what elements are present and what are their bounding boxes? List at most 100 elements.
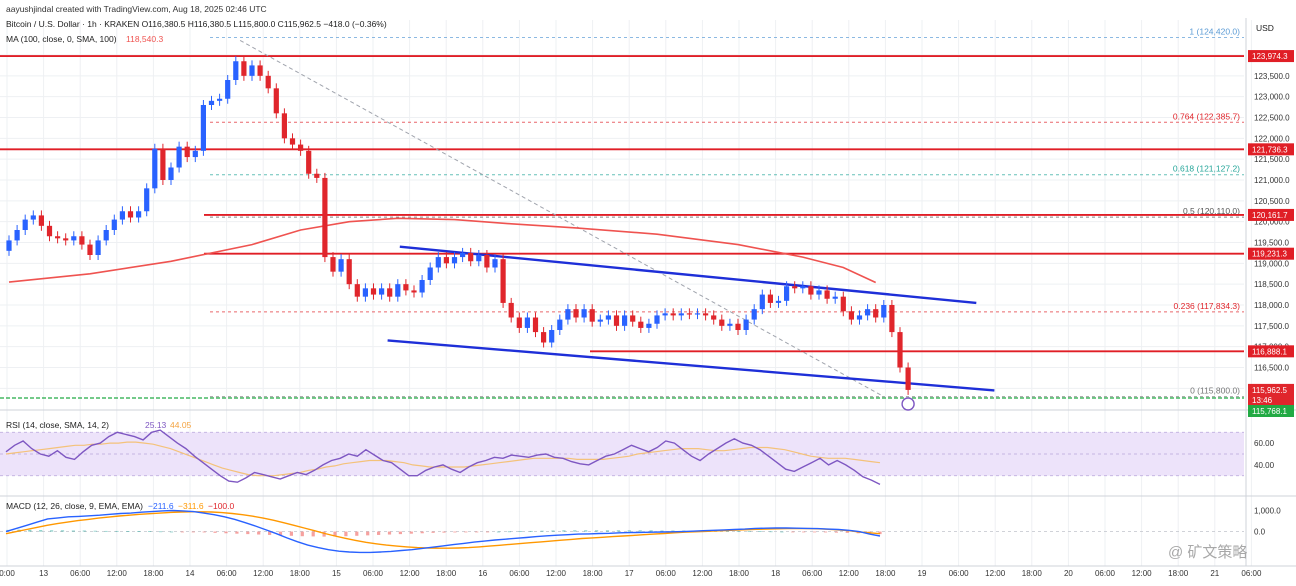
time-tick-label: 12:00 xyxy=(546,569,567,578)
candle-body xyxy=(622,315,628,326)
time-tick-label: 12:00 xyxy=(253,569,274,578)
candle-body xyxy=(427,267,433,280)
candle-body xyxy=(557,319,563,330)
level-price-badge-text: 121,736.3 xyxy=(1252,145,1288,154)
fib-label-1: 1 (124,420.0) xyxy=(1189,27,1240,37)
candle-body xyxy=(492,259,498,268)
rsi-legend-title: RSI (14, close, SMA, 14, 2) xyxy=(6,420,109,430)
time-tick-label: 20 xyxy=(1064,569,1073,578)
time-tick-label: 06:00 xyxy=(217,569,238,578)
macd-histogram-bar xyxy=(82,530,86,532)
fib-label-0.236: 0.236 (117,834.3) xyxy=(1174,301,1241,311)
macd-histogram-bar xyxy=(507,531,511,533)
macd-histogram-bar xyxy=(823,531,828,533)
candle-body xyxy=(395,284,401,297)
candle-body xyxy=(71,236,77,241)
diagonal-trendline xyxy=(239,39,885,398)
candle-body xyxy=(889,305,895,333)
macd-histogram-bar xyxy=(126,531,130,532)
candle-body xyxy=(541,332,547,343)
candle-body xyxy=(743,319,749,330)
macd-histogram-bar xyxy=(322,531,326,537)
credit-text: aayushjindal created with TradingView.co… xyxy=(6,4,267,14)
watermark: @ 矿文策略 xyxy=(1168,544,1247,561)
macd-histogram-bar xyxy=(115,530,119,532)
macd-histogram-bar xyxy=(845,531,849,533)
fib-label-0.764: 0.764 (122,385.7) xyxy=(1173,111,1240,121)
macd-tick-label: 1,000.0 xyxy=(1254,507,1281,516)
rsi-tick-label: 60.00 xyxy=(1254,439,1275,448)
macd-histogram-bar xyxy=(595,530,599,532)
candle-body xyxy=(338,259,344,272)
price-tick-label: 118,500.0 xyxy=(1254,280,1290,289)
candle-body xyxy=(160,148,166,180)
macd-histogram-bar xyxy=(39,530,43,532)
candle-body xyxy=(184,146,190,158)
price-tick-label: 121,500.0 xyxy=(1254,155,1290,164)
time-tick-label: 17 xyxy=(625,569,634,578)
macd-histogram-bar xyxy=(377,531,381,535)
candle-body xyxy=(103,230,109,241)
macd-histogram-bar xyxy=(431,531,435,533)
macd-histogram-bar xyxy=(791,531,795,533)
rsi-sma-line xyxy=(5,441,881,477)
macd-legend-title: MACD (12, 26, close, 9, EMA, EMA) xyxy=(6,501,143,511)
macd-histogram-bar xyxy=(246,531,250,535)
candle-body xyxy=(411,290,417,293)
candle-body xyxy=(257,65,263,76)
macd-histogram-bar xyxy=(605,530,610,532)
candle-body xyxy=(856,315,863,320)
candle-body xyxy=(670,313,676,316)
candle-body xyxy=(144,188,150,212)
macd-histogram-bar xyxy=(289,531,293,536)
macd-legend-value-1: −211.6 xyxy=(148,501,174,511)
candle-body xyxy=(646,323,652,328)
candle-body xyxy=(38,215,44,226)
level-price-badge xyxy=(1248,50,1294,63)
fib-label-0.618: 0.618 (121,127.2) xyxy=(1173,164,1240,174)
price-tick-label: 119,000.0 xyxy=(1254,259,1290,268)
candle-body xyxy=(136,211,142,218)
candle-body xyxy=(443,257,449,264)
macd-histogram-bar xyxy=(235,531,239,534)
time-tick-label: 13 xyxy=(39,569,48,578)
candle-body xyxy=(208,100,215,105)
rsi-legend-value-1: 25.13 xyxy=(145,420,167,430)
time-tick-label: 16 xyxy=(478,569,487,578)
price-tick-label: 122,000.0 xyxy=(1254,134,1290,143)
candle-body xyxy=(419,280,425,293)
macd-histogram-bar xyxy=(660,530,664,532)
candle-body xyxy=(767,294,773,303)
candle-body xyxy=(824,290,830,299)
rsi-tick-label: 40.00 xyxy=(1254,461,1275,470)
candle-body xyxy=(273,88,279,114)
time-tick-label: 12:00 xyxy=(1132,569,1153,578)
time-tick-label: 12:00 xyxy=(400,569,421,578)
candle-body xyxy=(14,230,20,241)
time-tick-label: 06:00 xyxy=(802,569,823,578)
candle-body xyxy=(63,238,69,241)
macd-histogram-bar xyxy=(71,530,75,532)
macd-histogram-bar xyxy=(366,531,370,536)
macd-legend-value-3: −100.0 xyxy=(208,501,235,511)
time-tick-label: 18:00 xyxy=(729,569,750,578)
candle-body xyxy=(176,146,182,168)
time-tick-label: 14 xyxy=(186,569,195,578)
candle-body xyxy=(581,309,587,318)
candle-body xyxy=(524,317,530,328)
candle-body xyxy=(751,309,757,320)
macd-histogram-bar xyxy=(159,531,163,533)
candle-body xyxy=(816,290,822,295)
level-price-badge xyxy=(1248,345,1294,358)
candle-body xyxy=(119,211,125,220)
level-price-badge-text: 120,161.7 xyxy=(1252,211,1288,220)
candle-body xyxy=(686,313,692,315)
time-tick-label: 18:00 xyxy=(436,569,457,578)
macd-histogram-bar xyxy=(802,531,806,533)
macd-histogram-bar xyxy=(834,531,838,533)
candle-body xyxy=(192,150,198,158)
moving-average-line xyxy=(8,217,877,284)
macd-histogram-bar xyxy=(180,531,184,533)
candle-body xyxy=(476,255,482,262)
macd-histogram-bar xyxy=(202,531,206,533)
